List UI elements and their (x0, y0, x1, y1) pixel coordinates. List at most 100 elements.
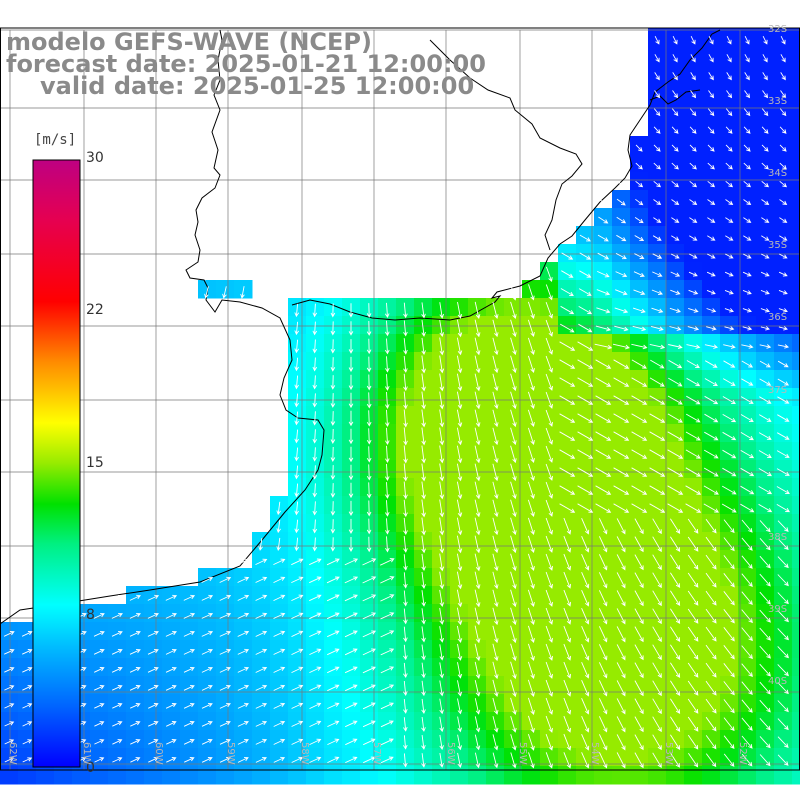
wind-arrow (421, 427, 426, 446)
wind-arrow (237, 720, 249, 727)
wind-speed-cell (396, 352, 415, 371)
lat-label: 36S (768, 312, 788, 323)
wind-arrow (366, 518, 372, 535)
wind-speed-cell (234, 766, 253, 785)
wind-speed-cell (648, 568, 667, 587)
wind-speed-cell (792, 280, 800, 299)
wind-speed-cell (702, 478, 721, 497)
wind-speed-cell (792, 262, 800, 281)
wind-arrow (687, 518, 699, 534)
wind-speed-cell (108, 604, 127, 623)
wind-arrow (345, 702, 358, 710)
wind-arrow (403, 499, 408, 518)
wind-arrow (706, 271, 716, 277)
wind-speed-cell (396, 514, 415, 533)
wind-speed-cell (576, 316, 595, 335)
wind-speed-cell (162, 622, 181, 641)
wind-speed-cell (342, 766, 361, 785)
wind-arrow (474, 319, 481, 338)
wind-arrow (577, 485, 594, 495)
wind-speed-cell (612, 694, 631, 713)
wind-speed-cell (522, 532, 541, 551)
wind-arrow (598, 752, 608, 769)
wind-speed-cell (126, 730, 145, 749)
wind-arrow (4, 649, 15, 655)
wind-arrow (148, 739, 159, 745)
wind-arrow (312, 429, 318, 444)
wind-speed-cell (774, 766, 793, 785)
wind-arrow (366, 338, 372, 355)
wind-speed-cell (792, 532, 800, 551)
lon-label: 57W (371, 742, 382, 765)
wind-arrow (723, 609, 735, 624)
wind-speed-cell (486, 298, 505, 317)
wind-speed-cell (792, 28, 800, 47)
wind-arrow (362, 576, 377, 584)
wind-arrow (439, 302, 445, 319)
wind-arrow (744, 72, 750, 81)
wind-arrow (492, 301, 499, 320)
wind-speed-cell (594, 514, 613, 533)
wind-speed-cell (738, 712, 757, 731)
wind-speed-cell (720, 766, 739, 785)
wind-speed-cell (126, 694, 145, 713)
wind-speed-cell (756, 748, 775, 767)
wind-arrow (474, 337, 481, 356)
wind-arrow (652, 235, 662, 241)
wind-speed-cell (774, 118, 793, 137)
wind-speed-cell (612, 190, 631, 209)
wind-speed-cell (774, 190, 793, 209)
wind-arrow (689, 180, 698, 188)
wind-arrow (545, 445, 553, 463)
wind-speed-cell (702, 496, 721, 515)
wind-arrow (348, 410, 354, 427)
wind-speed-cell (252, 658, 271, 677)
wind-arrow (510, 284, 517, 301)
wind-speed-cell (612, 568, 631, 587)
wind-arrow (527, 607, 535, 625)
wind-speed-cell (0, 766, 19, 785)
wind-speed-cell (738, 532, 757, 551)
wind-speed-cell (666, 658, 685, 677)
wind-arrow (616, 680, 626, 697)
wind-speed-cell (738, 64, 757, 83)
wind-speed-cell (684, 208, 703, 227)
wind-speed-cell (666, 226, 685, 245)
wind-arrow (309, 558, 322, 566)
wind-speed-cell (504, 640, 523, 659)
wind-speed-cell (684, 118, 703, 137)
wind-arrow (330, 375, 336, 390)
wind-arrow (421, 320, 426, 337)
wind-arrow (671, 108, 679, 117)
wind-arrow (510, 607, 517, 626)
wind-arrow (597, 270, 610, 278)
wind-arrow (492, 734, 499, 751)
wind-arrow (204, 286, 209, 299)
wind-speed-cell (612, 460, 631, 479)
wind-speed-cell (216, 622, 235, 641)
wind-speed-cell (648, 28, 667, 47)
wind-arrow (510, 499, 517, 518)
wind-arrow (581, 626, 590, 643)
wind-speed-cell (558, 712, 577, 731)
wind-speed-cell (738, 514, 757, 533)
wind-arrow (761, 217, 770, 223)
wind-arrow (330, 501, 336, 516)
wind-speed-cell (702, 658, 721, 677)
wind-arrow (421, 445, 426, 464)
wind-arrow (130, 739, 141, 745)
wind-speed-cell (738, 604, 757, 623)
wind-arrow (595, 377, 612, 387)
wind-arrow (780, 90, 787, 99)
wind-speed-cell (594, 280, 613, 299)
wind-arrow (237, 594, 250, 601)
wind-speed-cell (468, 766, 487, 785)
wind-arrow (273, 720, 286, 727)
wind-arrow (492, 625, 499, 644)
wind-arrow (595, 485, 612, 495)
wind-speed-cell (576, 694, 595, 713)
wind-speed-cell (540, 262, 559, 281)
wind-arrow (492, 752, 499, 769)
wind-speed-cell (414, 658, 433, 677)
wind-arrow (384, 302, 390, 319)
